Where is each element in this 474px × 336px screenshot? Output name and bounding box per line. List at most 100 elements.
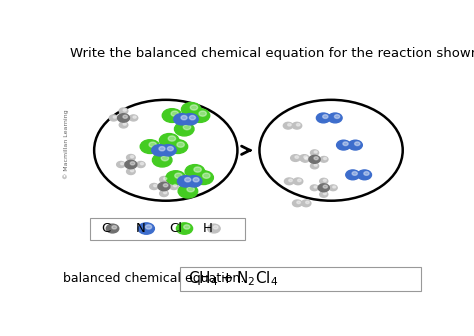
Circle shape <box>123 123 127 125</box>
Circle shape <box>171 111 179 116</box>
Circle shape <box>208 224 220 233</box>
Circle shape <box>323 193 327 195</box>
Circle shape <box>324 158 327 160</box>
Circle shape <box>159 146 165 151</box>
Text: C: C <box>101 222 111 235</box>
Circle shape <box>301 200 311 207</box>
Circle shape <box>181 116 187 120</box>
Circle shape <box>164 184 168 187</box>
Circle shape <box>295 156 299 158</box>
Circle shape <box>176 223 192 234</box>
Circle shape <box>152 144 168 156</box>
Circle shape <box>346 170 360 180</box>
Circle shape <box>355 142 360 145</box>
Circle shape <box>130 156 134 158</box>
Circle shape <box>94 100 237 201</box>
Circle shape <box>159 134 179 147</box>
Circle shape <box>118 114 129 122</box>
Circle shape <box>310 150 319 156</box>
Circle shape <box>314 164 317 166</box>
Circle shape <box>178 184 198 198</box>
Circle shape <box>203 173 210 178</box>
Circle shape <box>140 163 144 165</box>
Circle shape <box>348 140 362 150</box>
Circle shape <box>357 170 372 180</box>
Circle shape <box>333 186 336 188</box>
Circle shape <box>167 146 173 151</box>
Circle shape <box>305 158 308 160</box>
Circle shape <box>137 162 145 168</box>
Circle shape <box>140 140 160 154</box>
Circle shape <box>304 156 308 158</box>
Circle shape <box>162 109 182 122</box>
Circle shape <box>113 116 117 118</box>
Circle shape <box>292 200 302 207</box>
Circle shape <box>289 179 292 182</box>
Circle shape <box>301 157 309 162</box>
Circle shape <box>160 191 168 197</box>
Circle shape <box>177 142 184 147</box>
Circle shape <box>123 115 128 118</box>
Circle shape <box>149 142 156 147</box>
Circle shape <box>343 142 348 145</box>
Circle shape <box>300 155 309 161</box>
Circle shape <box>186 176 202 187</box>
Circle shape <box>138 223 155 234</box>
Circle shape <box>133 116 137 118</box>
Circle shape <box>284 178 294 185</box>
Circle shape <box>317 113 330 123</box>
Circle shape <box>175 173 182 178</box>
Circle shape <box>183 125 191 130</box>
Circle shape <box>119 108 128 114</box>
Circle shape <box>314 151 317 153</box>
Circle shape <box>170 183 178 190</box>
Circle shape <box>161 156 169 161</box>
Circle shape <box>119 122 128 128</box>
Circle shape <box>310 163 319 169</box>
Circle shape <box>173 184 177 187</box>
Circle shape <box>123 109 127 111</box>
Circle shape <box>323 179 327 181</box>
Circle shape <box>328 113 342 123</box>
Text: balanced chemical equation:: balanced chemical equation: <box>63 272 245 286</box>
Circle shape <box>160 144 176 156</box>
Circle shape <box>259 100 403 201</box>
Circle shape <box>190 105 198 110</box>
Circle shape <box>130 169 134 172</box>
Circle shape <box>288 123 291 126</box>
Circle shape <box>319 192 328 197</box>
Circle shape <box>185 165 205 178</box>
Circle shape <box>352 172 357 175</box>
Circle shape <box>298 179 301 182</box>
Circle shape <box>158 182 170 191</box>
Circle shape <box>292 122 301 129</box>
Circle shape <box>164 192 167 194</box>
Circle shape <box>309 155 320 163</box>
Circle shape <box>185 178 191 182</box>
Circle shape <box>320 157 328 162</box>
Circle shape <box>193 178 199 182</box>
Circle shape <box>184 225 190 229</box>
Circle shape <box>120 163 124 165</box>
Circle shape <box>109 115 118 121</box>
Circle shape <box>364 172 369 175</box>
Circle shape <box>323 185 328 188</box>
Circle shape <box>213 226 218 229</box>
Circle shape <box>166 171 185 184</box>
Circle shape <box>146 225 152 229</box>
Circle shape <box>314 157 318 160</box>
Circle shape <box>187 186 194 192</box>
Circle shape <box>194 167 201 172</box>
Circle shape <box>160 176 168 182</box>
Circle shape <box>154 184 157 187</box>
Circle shape <box>323 115 328 118</box>
Text: $\mathregular{CH_4 + N_2Cl_4}$: $\mathregular{CH_4 + N_2Cl_4}$ <box>188 269 278 288</box>
Circle shape <box>283 122 293 129</box>
Text: Cl: Cl <box>169 222 182 235</box>
Circle shape <box>168 140 188 154</box>
Circle shape <box>335 115 340 118</box>
Circle shape <box>182 114 198 125</box>
Circle shape <box>168 136 176 141</box>
Circle shape <box>314 186 317 188</box>
Circle shape <box>127 155 135 161</box>
